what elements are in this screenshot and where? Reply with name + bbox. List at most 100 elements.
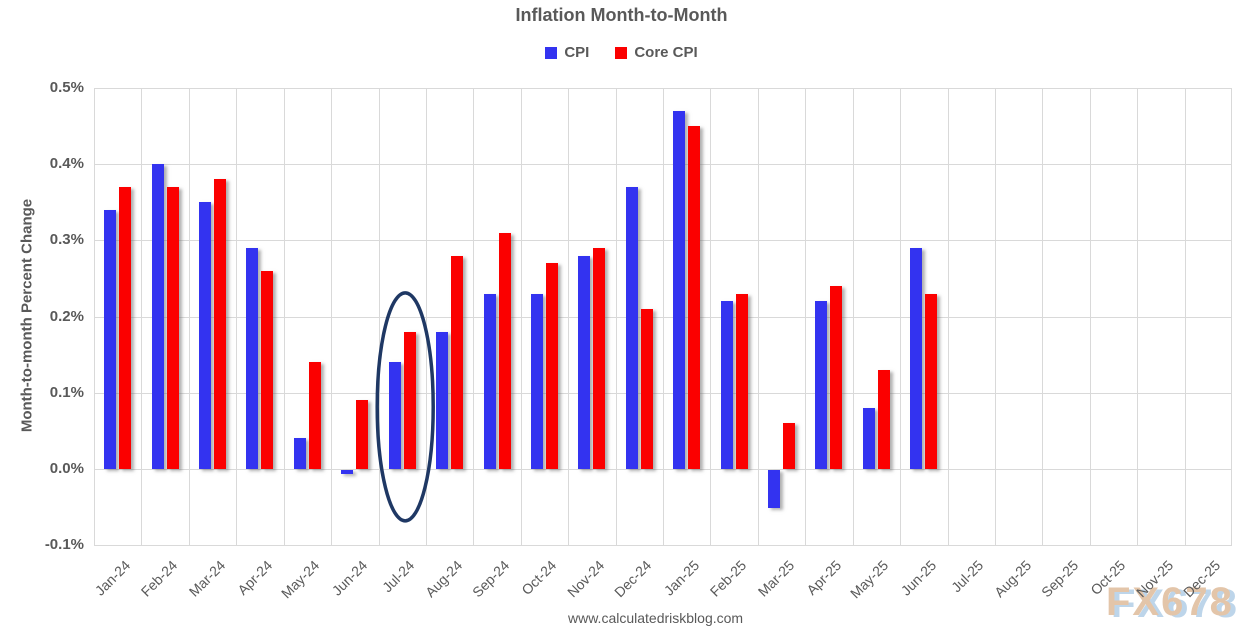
vertical-gridline — [141, 88, 143, 545]
bar-cpi-sep-24 — [483, 293, 496, 469]
x-tick-label: May-25 — [847, 557, 892, 602]
x-tick-label: Nov-24 — [563, 557, 608, 601]
vertical-gridline — [1089, 88, 1091, 545]
core-cpi-legend-label: Core CPI — [634, 44, 698, 61]
horizontal-gridline — [94, 545, 1232, 546]
x-tick-label: Apr-25 — [803, 557, 845, 599]
vertical-gridline — [1231, 88, 1232, 545]
bar-cpi-jun-25 — [910, 247, 923, 469]
bar-core-cpi-may-25 — [877, 369, 890, 469]
y-tick-label: 0.2% — [49, 307, 84, 325]
bar-core-cpi-jun-25 — [925, 293, 938, 469]
bar-cpi-feb-24 — [151, 164, 164, 469]
cpi-legend-label: CPI — [564, 44, 590, 61]
bar-core-cpi-apr-24 — [261, 270, 274, 469]
x-tick-label: Sep-24 — [469, 557, 513, 601]
vertical-gridline — [947, 88, 949, 545]
bar-core-cpi-mar-24 — [214, 179, 227, 469]
legend-item-cpi: CPI — [545, 44, 589, 61]
legend-item-core-cpi: Core CPI — [615, 44, 698, 61]
bar-cpi-may-25 — [862, 407, 875, 469]
y-tick-label: 0.5% — [49, 79, 84, 96]
vertical-gridline — [663, 88, 664, 545]
vertical-gridline — [188, 88, 190, 545]
vertical-gridline — [1184, 88, 1186, 545]
bar-cpi-apr-25 — [815, 301, 828, 469]
vertical-gridline — [520, 88, 522, 545]
bar-core-cpi-mar-25 — [783, 423, 796, 469]
y-tick-label: -0.1% — [44, 536, 84, 553]
plot-area — [94, 88, 1232, 546]
bar-cpi-oct-24 — [530, 293, 543, 469]
vertical-gridline — [283, 88, 285, 545]
vertical-gridline — [994, 88, 996, 545]
bar-core-cpi-dec-24 — [640, 308, 653, 469]
vertical-gridline — [425, 88, 427, 545]
y-tick-label: 0.4% — [49, 155, 84, 173]
x-tick-label: Jul-24 — [379, 557, 418, 596]
x-tick-label: Jun-25 — [897, 557, 940, 599]
x-tick-label: Jun-24 — [328, 557, 371, 599]
cpi-legend-swatch — [545, 46, 558, 59]
bar-core-cpi-jun-24 — [356, 400, 369, 469]
bar-cpi-dec-24 — [625, 187, 638, 469]
vertical-gridline — [568, 88, 570, 545]
y-tick-label: 0.0% — [49, 459, 84, 477]
y-tick-label: 0.3% — [49, 231, 84, 249]
x-tick-label: Aug-24 — [421, 557, 465, 601]
vertical-gridline — [94, 88, 95, 545]
x-tick-label: Feb-25 — [706, 557, 750, 600]
vertical-gridline — [236, 88, 238, 545]
bar-cpi-feb-25 — [720, 301, 733, 469]
vertical-gridline — [805, 88, 807, 545]
bar-core-cpi-jul-24 — [403, 331, 416, 469]
bar-cpi-jan-25 — [673, 110, 686, 469]
x-tick-label: Dec-24 — [611, 557, 655, 601]
bar-cpi-aug-24 — [436, 331, 449, 469]
bar-cpi-nov-24 — [578, 255, 591, 469]
vertical-gridline — [615, 88, 617, 545]
vertical-gridline — [1137, 88, 1139, 545]
legend: CPI Core CPI — [0, 44, 1243, 61]
core-cpi-legend-swatch — [615, 46, 628, 59]
bar-core-cpi-jan-24 — [119, 187, 132, 469]
x-tick-label: Jul-25 — [948, 557, 987, 596]
vertical-gridline — [900, 88, 902, 545]
bar-core-cpi-feb-25 — [735, 293, 748, 469]
bar-cpi-mar-25 — [768, 469, 781, 508]
vertical-gridline — [1042, 88, 1044, 545]
bar-cpi-may-24 — [293, 438, 306, 469]
x-tick-label: May-24 — [278, 557, 323, 602]
vertical-gridline — [757, 88, 759, 545]
bar-cpi-apr-24 — [246, 247, 259, 469]
bar-cpi-jun-24 — [341, 469, 354, 474]
source-url: www.calculatedriskblog.com — [568, 610, 744, 626]
bar-core-cpi-apr-25 — [830, 286, 843, 469]
x-tick-label: Mar-24 — [185, 557, 228, 600]
bar-core-cpi-feb-24 — [166, 187, 179, 469]
bar-core-cpi-nov-24 — [593, 247, 606, 469]
bar-cpi-jul-24 — [388, 362, 401, 469]
bar-cpi-jan-24 — [104, 209, 117, 469]
vertical-gridline — [710, 88, 712, 545]
fx678-watermark: FX678 — [1106, 580, 1234, 624]
x-tick-label: Jan-24 — [91, 557, 134, 599]
bar-cpi-mar-24 — [199, 202, 212, 469]
vertical-gridline — [378, 88, 380, 545]
y-tick-label: 0.1% — [49, 383, 84, 401]
bar-core-cpi-oct-24 — [545, 263, 558, 469]
x-tick-label: Oct-24 — [518, 557, 560, 599]
bar-core-cpi-may-24 — [308, 362, 321, 469]
x-tick-label: Aug-25 — [990, 557, 1034, 601]
chart-title: Inflation Month-to-Month — [515, 5, 728, 25]
bar-core-cpi-aug-24 — [451, 255, 464, 469]
x-tick-label: Sep-25 — [1038, 557, 1082, 601]
bar-core-cpi-sep-24 — [498, 232, 511, 469]
vertical-gridline — [473, 88, 475, 545]
vertical-gridline — [852, 88, 854, 545]
vertical-gridline — [331, 88, 333, 545]
x-tick-label: Mar-25 — [754, 557, 797, 600]
bar-core-cpi-jan-25 — [688, 126, 701, 469]
x-tick-label: Apr-24 — [234, 557, 276, 599]
